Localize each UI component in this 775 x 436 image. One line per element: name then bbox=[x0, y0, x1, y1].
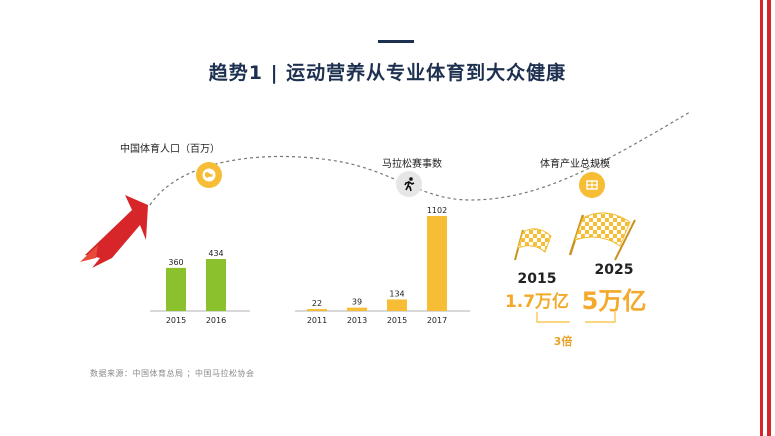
chart1-title: 中国体育人口（百万） bbox=[120, 144, 220, 155]
bar-value-label: 1102 bbox=[427, 206, 447, 215]
bar bbox=[427, 216, 447, 311]
large-flag-icon bbox=[568, 212, 636, 261]
small-flag-icon bbox=[514, 228, 552, 261]
bar bbox=[347, 307, 367, 311]
x-tick-label: 2011 bbox=[307, 316, 327, 325]
scale-year-2015: 2015 bbox=[517, 271, 557, 287]
x-tick-label: 2017 bbox=[427, 316, 447, 325]
scale-year-2025: 2025 bbox=[594, 262, 634, 278]
scale-amount-2025: 5万亿 bbox=[581, 287, 647, 315]
multiplier-label: 3倍 bbox=[553, 335, 573, 348]
multiplier-bracket bbox=[536, 312, 616, 323]
edge-stripes bbox=[752, 0, 775, 436]
bar bbox=[166, 267, 186, 311]
bar bbox=[307, 309, 327, 311]
bar bbox=[387, 299, 407, 311]
x-tick-label: 2015 bbox=[166, 316, 186, 325]
page-title: 趋势1 | 运动营养从专业体育到大众健康 bbox=[208, 62, 567, 84]
bar-value-label: 39 bbox=[352, 298, 362, 307]
red-arrow-icon bbox=[80, 195, 148, 268]
x-tick-label: 2015 bbox=[387, 316, 407, 325]
globe-icon bbox=[196, 162, 222, 188]
chart2-svg: 22 2011 39 2013 134 2015 1102 2017 bbox=[295, 206, 470, 325]
checkered-flags bbox=[514, 212, 636, 261]
industry-icon bbox=[579, 172, 605, 198]
title-accent-bar bbox=[378, 40, 414, 43]
chart3-title: 体育产业总规模 bbox=[540, 159, 610, 170]
data-source: 数据来源：中国体育总局 ；中国马拉松协会 bbox=[90, 369, 255, 378]
bar-value-label: 434 bbox=[208, 249, 223, 258]
scale-amount-2015: 1.7万亿 bbox=[504, 292, 570, 312]
edge-stripe bbox=[760, 0, 763, 436]
x-tick-label: 2016 bbox=[206, 316, 226, 325]
bar-value-label: 360 bbox=[168, 258, 183, 267]
edge-stripe bbox=[767, 0, 771, 436]
runner-icon bbox=[396, 171, 422, 197]
x-tick-label: 2013 bbox=[347, 316, 367, 325]
bar bbox=[206, 259, 226, 311]
bar-value-label: 22 bbox=[312, 299, 322, 308]
chart1-svg: 360 2015 434 2016 bbox=[150, 249, 250, 325]
chart2-title: 马拉松赛事数 bbox=[382, 159, 442, 170]
bar-value-label: 134 bbox=[389, 289, 404, 298]
